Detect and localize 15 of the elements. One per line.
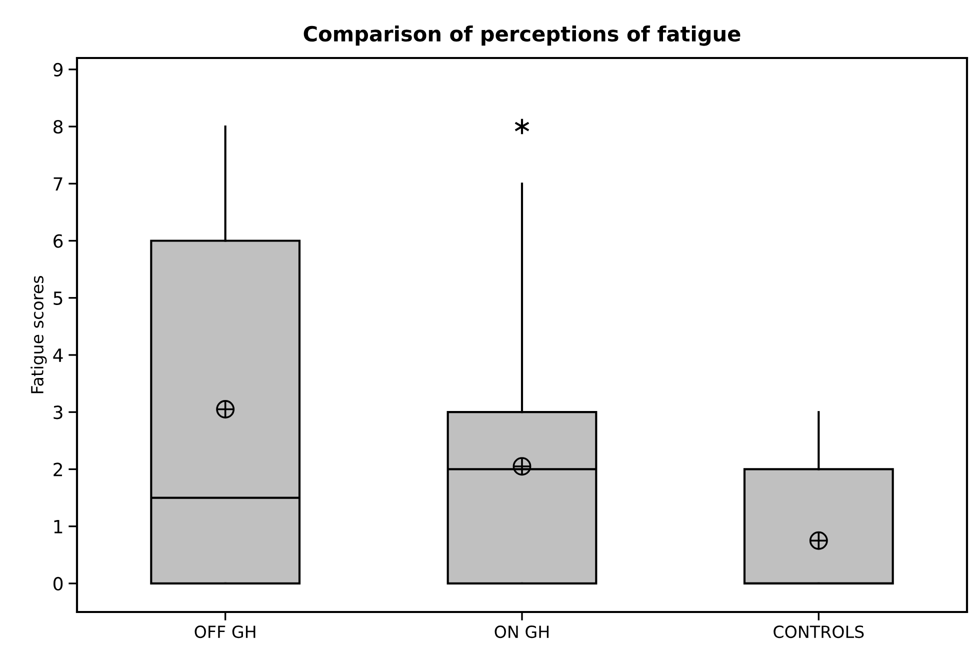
x-tick-label: CONTROLS	[774, 625, 864, 638]
y-tick-label: 6	[54, 234, 63, 248]
y-tick-label: 3	[54, 406, 62, 420]
x-tick-label: OFF GH	[194, 625, 256, 638]
chart-title: Comparison of perceptions of fatigue	[304, 26, 740, 46]
y-tick-label: 9	[53, 62, 63, 77]
y-tick-label: 1	[54, 520, 62, 534]
y-tick-label: 5	[54, 292, 62, 305]
y-tick-label: 7	[54, 177, 62, 191]
y-tick-label: 4	[53, 348, 63, 362]
y-axis-title: Fatigue scores	[30, 276, 47, 394]
y-tick-label: 2	[54, 462, 62, 476]
y-tick-label: 8	[54, 120, 63, 134]
y-tick-label: 0	[54, 576, 63, 591]
x-tick-label: ON GH	[494, 625, 549, 638]
